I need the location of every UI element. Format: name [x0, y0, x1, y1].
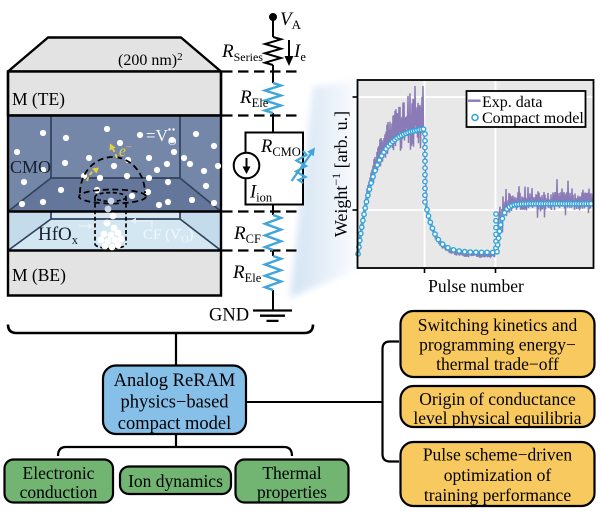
svg-text:CMO: CMO — [10, 157, 51, 177]
svg-text:Pulse scheme−driven: Pulse scheme−driven — [423, 445, 573, 465]
svg-text:Analog ReRAM: Analog ReRAM — [114, 371, 236, 391]
svg-text:programming energy−: programming energy− — [419, 335, 576, 355]
svg-text:Compact model: Compact model — [482, 110, 584, 127]
svg-text:training performance: training performance — [424, 485, 571, 505]
svg-text:(200 nm)2: (200 nm)2 — [118, 51, 183, 69]
svg-text:optimization of: optimization of — [444, 465, 552, 485]
svg-text:properties: properties — [257, 482, 327, 502]
svg-text:compact model: compact model — [118, 414, 232, 434]
svg-text:thermal trade−off: thermal trade−off — [436, 354, 559, 374]
svg-text:Switching kinetics and: Switching kinetics and — [418, 315, 578, 335]
svg-text:Electronic: Electronic — [23, 463, 95, 483]
svg-text:HfOx: HfOx — [38, 224, 79, 247]
svg-text:GND: GND — [209, 306, 249, 326]
svg-text:Origin of conductance: Origin of conductance — [419, 389, 576, 409]
svg-text:M (TE): M (TE) — [12, 89, 65, 109]
svg-text:M (BE): M (BE) — [12, 265, 66, 285]
svg-text:conduction: conduction — [20, 482, 98, 502]
svg-text:Pulse number: Pulse number — [428, 276, 524, 296]
svg-text:Exp. data: Exp. data — [482, 94, 542, 111]
svg-text:CF (VO): CF (VO) — [143, 227, 194, 246]
svg-text:Weight−1 [arb. u.]: Weight−1 [arb. u.] — [329, 111, 351, 237]
svg-text:level physical equilibria: level physical equilibria — [413, 408, 581, 428]
svg-text:physics−based: physics−based — [120, 393, 229, 413]
svg-text:Ion dynamics: Ion dynamics — [128, 471, 223, 491]
svg-text:Thermal: Thermal — [262, 463, 321, 483]
